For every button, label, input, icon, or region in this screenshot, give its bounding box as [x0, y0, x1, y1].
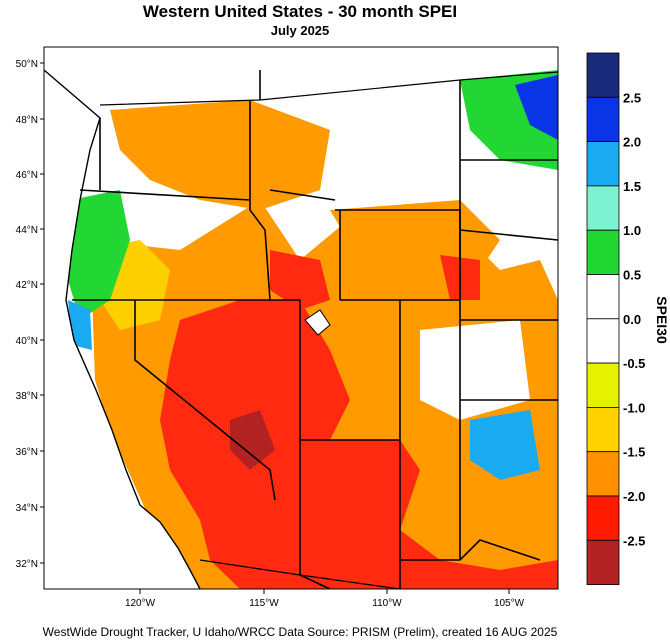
lon-label-115: 115°W	[249, 598, 279, 609]
lon-label-105: 105°W	[494, 598, 525, 609]
lat-label-46: 46°N	[16, 170, 38, 181]
colorbar-title: SPEI30	[654, 296, 670, 344]
colorbar-label: -1.5	[623, 445, 645, 460]
dry-extreme-region	[230, 410, 275, 470]
plot-frame	[43, 46, 559, 590]
colorbar-label: 2.5	[623, 90, 641, 105]
wet-northeast-blue	[515, 75, 558, 140]
map-plot-area	[44, 47, 558, 589]
colorbar-swatch	[586, 539, 620, 585]
coastline	[44, 69, 201, 589]
colorbar-swatch	[586, 274, 620, 320]
colorbar-swatch	[586, 96, 620, 143]
latitude-labels: 50°N 48°N 46°N 44°N 42°N 40°N 38°N 36°N …	[16, 59, 38, 570]
credit-line: WestWide Drought Tracker, U Idaho/WRCC D…	[42, 625, 558, 639]
colorbar-swatch	[586, 141, 620, 187]
lon-label-120: 120°W	[125, 598, 156, 609]
colorbar-swatch	[586, 52, 620, 98]
state-boundaries	[72, 70, 558, 589]
wet-plains-region	[470, 410, 540, 480]
longitude-axis	[139, 589, 510, 594]
canada-border	[99, 71, 558, 106]
lat-label-34: 34°N	[16, 503, 38, 514]
colorbar: 2.5 2.0 1.5 1.0 0.5 0.0 -0.5 -1.0 -1.5 -2.0 -2.5	[586, 52, 645, 585]
map-title: Western United States - 30 month SPEI	[142, 2, 458, 21]
dry-severe-region	[160, 300, 558, 589]
dry-north-region	[110, 100, 330, 210]
lat-label-48: 48°N	[16, 115, 38, 126]
colorbar-swatch	[586, 362, 620, 408]
longitude-labels: 120°W 115°W 110°W 105°W	[125, 598, 525, 609]
colorbar-swatch	[586, 229, 620, 275]
colorbar-label: -2.0	[623, 489, 645, 504]
spei-field	[44, 47, 558, 589]
colorbar-label: -2.5	[623, 533, 645, 548]
lat-label-44: 44°N	[16, 225, 38, 236]
colorbar-label: 1.0	[623, 223, 641, 238]
colorbar-label: 0.5	[623, 268, 641, 283]
colorbar-label: -0.5	[623, 356, 645, 371]
lat-label-40: 40°N	[16, 336, 38, 347]
lat-label-50: 50°N	[16, 59, 38, 70]
neutral-plains-region	[420, 320, 530, 420]
lat-label-42: 42°N	[16, 280, 38, 291]
dry-wyoming-region	[330, 200, 500, 270]
lat-label-36: 36°N	[16, 447, 38, 458]
latitude-axis	[40, 62, 44, 564]
lat-label-38: 38°N	[16, 391, 38, 402]
lon-label-110: 110°W	[372, 598, 402, 609]
colorbar-swatch	[586, 406, 620, 453]
colorbar-swatch	[586, 318, 620, 364]
dry-severe-utah	[270, 250, 330, 310]
mexico-border	[199, 559, 401, 589]
colorbar-swatch	[586, 451, 620, 497]
great-salt-lake	[304, 309, 331, 336]
colorbar-label: 2.0	[623, 135, 641, 150]
lat-label-32: 32°N	[16, 559, 38, 570]
colorbar-label: 0.0	[623, 312, 641, 327]
colorbar-label: -1.0	[623, 400, 645, 415]
colorbar-swatch	[586, 185, 620, 231]
map-subtitle: July 2025	[270, 23, 330, 38]
wet-northwest-region	[68, 190, 130, 320]
colorbar-swatch	[586, 495, 620, 541]
colorbar-label: 1.5	[623, 179, 641, 194]
